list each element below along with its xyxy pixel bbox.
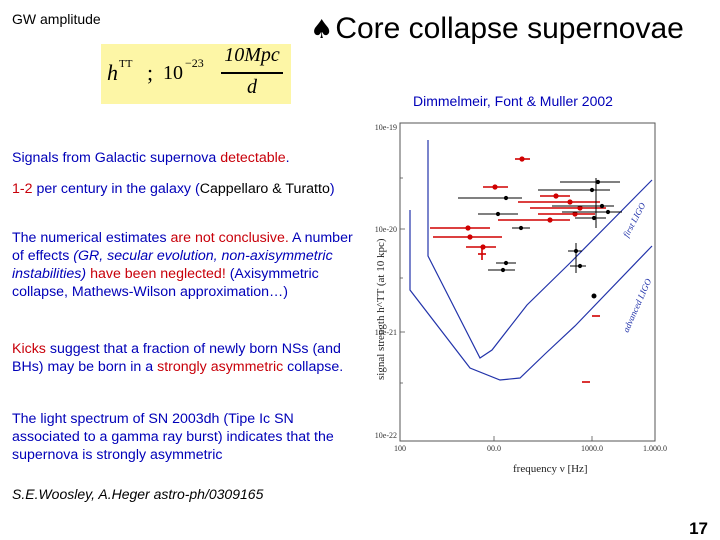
p2-end: ) bbox=[329, 181, 335, 197]
paragraph-detectable: Signals from Galactic supernova detectab… bbox=[12, 149, 357, 167]
formula-base: 10 bbox=[163, 62, 183, 84]
formula-numerator: 10Mpc bbox=[224, 44, 280, 66]
gw-signal-plot: 10e-19 10e-20 10e-21 10e-22 100 00.0 100… bbox=[375, 122, 667, 475]
x-tick-3: 1.000.0 bbox=[643, 444, 667, 453]
p4-text: suggest that a fraction of newly born NS… bbox=[12, 341, 341, 375]
x-tick-0: 100 bbox=[394, 444, 406, 453]
p3-effects: (GR, secular evolution, non-axisymmetric… bbox=[12, 248, 333, 282]
p1-highlight: detectable bbox=[220, 150, 286, 166]
data-points-red bbox=[430, 156, 606, 383]
paragraph-estimates: The numerical estimates are not conclusi… bbox=[12, 229, 357, 301]
formula-denominator: d bbox=[247, 76, 257, 98]
y-tick-2: 10e-21 bbox=[375, 328, 397, 337]
p3-text-a: The numerical estimates bbox=[12, 230, 171, 246]
formula-h-superscript: TT bbox=[119, 58, 133, 70]
x-tick-1: 00.0 bbox=[487, 444, 501, 453]
formula-relation: ; bbox=[147, 60, 154, 85]
advanced-ligo-label: advanced LIGO bbox=[621, 277, 654, 334]
y-tick-3: 10e-22 bbox=[375, 431, 397, 440]
p3-text-b: A number of effects bbox=[12, 230, 353, 264]
data-points-black bbox=[458, 178, 622, 299]
p4-highlight: strongly asymmetric bbox=[157, 359, 284, 375]
advanced-ligo-curve bbox=[409, 210, 653, 381]
title-text: Core collapse supernovae bbox=[335, 12, 684, 45]
page-number: 17 bbox=[689, 519, 708, 538]
plot-authors: Dimmelmeir, Font & Muller 2002 bbox=[413, 93, 613, 109]
p1-end: . bbox=[285, 150, 290, 166]
paragraph-kicks: Kicks suggest that a fraction of newly b… bbox=[12, 340, 357, 376]
y-axis-label: signal strength h^TT (at 10 kpc) bbox=[375, 238, 387, 380]
formula-h: h bbox=[107, 60, 118, 85]
x-axis-label: frequency ν [Hz] bbox=[513, 463, 588, 475]
p2-citation: Cappellaro & Turatto bbox=[199, 181, 330, 197]
p2-rate: 1-2 bbox=[12, 181, 33, 197]
p4-end: collapse. bbox=[283, 359, 344, 375]
first-ligo-label: first LIGO bbox=[621, 200, 648, 238]
paragraph-rate: 1-2 per century in the galaxy (Cappellar… bbox=[12, 180, 357, 198]
p3-highlight-b: have been neglected! bbox=[90, 266, 226, 282]
p1-text: Signals from Galactic supernova bbox=[12, 150, 221, 166]
plot-tick-marks bbox=[400, 177, 593, 441]
formula-exponent: −23 bbox=[185, 56, 204, 70]
spade-icon: ♠ bbox=[310, 15, 334, 45]
reference: S.E.Woosley, A.Heger astro-ph/0309165 bbox=[12, 486, 264, 502]
x-tick-2: 1000.0 bbox=[581, 444, 603, 453]
plot-frame bbox=[399, 122, 656, 442]
y-tick-1: 10e-20 bbox=[375, 225, 397, 234]
p3-text-c: (Axisymmetric collapse, Mathews-Wilson a… bbox=[12, 266, 319, 300]
gw-amplitude-label: GW amplitude bbox=[12, 11, 101, 27]
formula-fraction-bar bbox=[221, 72, 283, 74]
first-ligo-curve bbox=[427, 140, 653, 359]
y-tick-0: 10e-19 bbox=[375, 123, 397, 132]
gw-amplitude-formula: h TT ; 10 −23 10Mpc d bbox=[101, 44, 291, 104]
slide-title: ♠Core collapse supernovae bbox=[310, 12, 684, 46]
p2-text: per century in the galaxy ( bbox=[32, 181, 200, 197]
p4-kicks: Kicks bbox=[12, 341, 46, 357]
paragraph-sn2003dh: The light spectrum of SN 2003dh (Tipe Ic… bbox=[12, 411, 334, 463]
p3-highlight-a: are not conclusive. bbox=[170, 230, 289, 246]
